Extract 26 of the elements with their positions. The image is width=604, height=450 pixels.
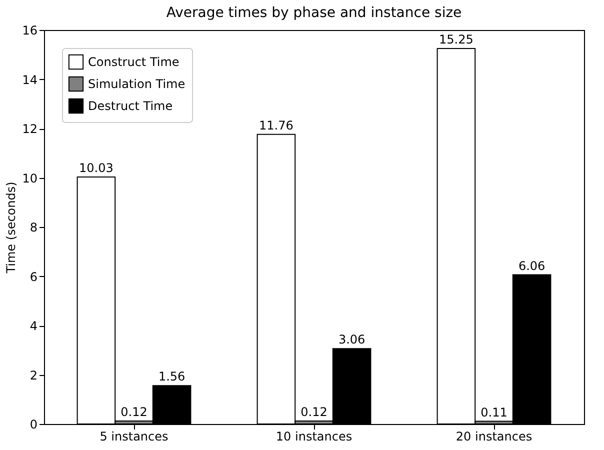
y-tick-label: 2 (30, 368, 38, 382)
data-label: 6.06 (518, 258, 546, 273)
y-tick-label: 4 (30, 319, 38, 333)
y-tick-label: 10 (22, 171, 38, 186)
y-tick-label: 6 (30, 270, 38, 284)
data-label: 11.76 (259, 118, 294, 132)
legend-label: Destruct Time (88, 99, 173, 113)
y-tick-label: 12 (22, 122, 38, 136)
y-tick-label: 14 (22, 72, 38, 87)
y-tick-label: 8 (30, 220, 38, 234)
data-label: 0.12 (300, 405, 328, 420)
y-tick-label: 0 (30, 418, 38, 432)
legend-label: Construct Time (88, 55, 180, 69)
x-tick-label: 5 instances (100, 430, 168, 444)
chart-title: Average times by phase and instance size (166, 5, 462, 21)
data-label: 0.11 (480, 405, 508, 420)
data-label: 15.25 (439, 32, 474, 46)
legend-label: Simulation Time (88, 77, 186, 91)
x-tick-label: 10 instances (276, 430, 352, 444)
data-label: 10.03 (79, 161, 114, 176)
y-tick-label: 16 (22, 24, 38, 38)
y-axis-title: Time (seconds) (4, 182, 18, 274)
data-label: 1.56 (158, 370, 186, 384)
data-label: 0.12 (120, 405, 148, 420)
data-label: 3.06 (338, 332, 366, 347)
x-tick-label: 20 instances (456, 430, 532, 444)
